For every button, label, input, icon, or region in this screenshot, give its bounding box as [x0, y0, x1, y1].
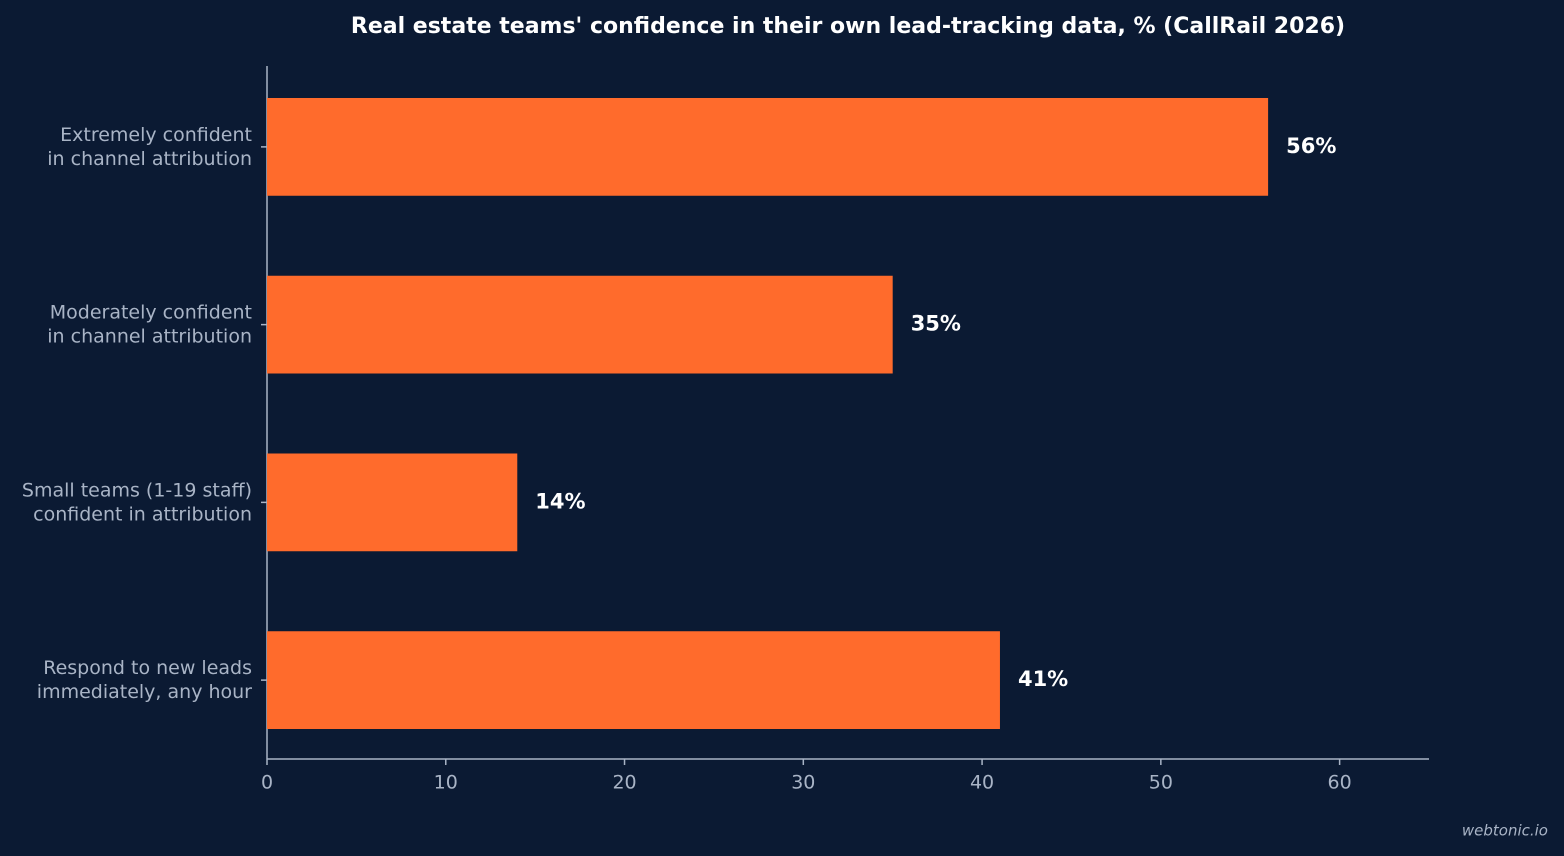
x-tick-label: 0 [261, 772, 273, 794]
value-label: 35% [911, 312, 961, 336]
bar [267, 631, 1000, 730]
y-tick-label-line: Respond to new leads [43, 657, 252, 679]
bar [267, 453, 518, 552]
y-tick-label-line: in channel attribution [47, 325, 252, 347]
x-tick-label: 10 [434, 772, 458, 794]
x-tick-label: 50 [1149, 772, 1173, 794]
y-tick-label-line: confident in attribution [33, 503, 252, 525]
x-tick-label: 40 [970, 772, 994, 794]
y-tick-label-line: in channel attribution [47, 147, 252, 169]
y-tick-label: Small teams (1-19 staff) confident in att… [22, 479, 252, 525]
watermark: webtonic.io [1462, 822, 1548, 840]
y-tick-label: Moderately confident in channel attributi… [47, 301, 252, 347]
value-label: 41% [1018, 667, 1068, 691]
value-label: 14% [535, 489, 585, 513]
y-tick-label-line: Extremely confident [60, 123, 252, 145]
bar [267, 275, 893, 374]
x-tick-label: 20 [612, 772, 636, 794]
x-tick-label: 60 [1328, 772, 1352, 794]
y-tick-label-line: immediately, any hour [37, 681, 252, 703]
y-tick-label-line: Small teams (1-19 staff) [22, 479, 252, 501]
y-tick-label-line: Moderately confident [50, 301, 252, 323]
y-tick-label: Extremely confident in channel attributio… [47, 123, 252, 169]
y-tick-label: Respond to new leads immediately, any hou… [37, 657, 252, 703]
chart-title: Real estate teams' confidence in their o… [351, 14, 1345, 39]
bar [267, 97, 1269, 196]
value-label: 56% [1286, 134, 1336, 158]
x-tick-label: 30 [791, 772, 815, 794]
